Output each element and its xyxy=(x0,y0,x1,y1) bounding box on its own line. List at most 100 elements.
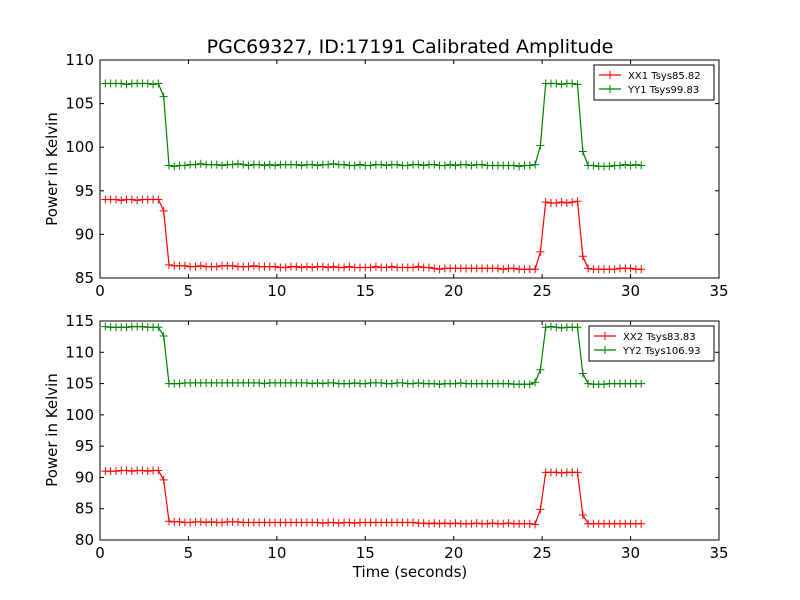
top-series-1-point xyxy=(329,262,338,271)
top-series-2-point xyxy=(621,160,630,169)
top-series-1-point xyxy=(557,198,566,207)
bottom-series-2-point xyxy=(159,332,168,341)
bottom-ytick-label: 115 xyxy=(65,312,94,330)
top-series-1-point xyxy=(499,265,508,274)
top-series-2-point xyxy=(117,79,126,88)
top-series-1-point xyxy=(212,262,221,271)
bottom-plot-frame xyxy=(99,320,720,541)
top-series-2-point xyxy=(244,161,253,170)
bottom-series-2-point xyxy=(302,378,311,387)
bottom-series-1-point xyxy=(196,517,205,526)
top-series-2-point xyxy=(615,161,624,170)
top-series-1-point xyxy=(409,263,418,272)
top-series-markers xyxy=(101,79,646,274)
bottom-series-1-point xyxy=(345,518,354,527)
top-series-1-point xyxy=(552,199,561,208)
top-series-1-point xyxy=(541,198,550,207)
top-ytick-label: 90 xyxy=(75,225,94,243)
bottom-series-1-point xyxy=(525,519,534,528)
bottom-legend: XX2 Tsys83.83 YY2 Tsys106.93 xyxy=(588,325,715,362)
top-series-2-point xyxy=(350,161,359,170)
bottom-series-1-point xyxy=(202,518,211,527)
top-series-1-point xyxy=(154,195,163,204)
bottom-series-1-point xyxy=(531,520,540,529)
bottom-xtick-label: 5 xyxy=(184,544,194,562)
bottom-ytick-label: 85 xyxy=(75,500,94,518)
top-series-2-point xyxy=(557,80,566,89)
bottom-series-2-point xyxy=(525,380,534,389)
bottom-xtick-label: 30 xyxy=(621,544,640,562)
top-series-1-point xyxy=(180,261,189,270)
bottom-series-2-point xyxy=(600,380,609,389)
top-series-2-point xyxy=(531,160,540,169)
top-series-2-point xyxy=(255,160,264,169)
top-ytick-label: 105 xyxy=(65,95,94,113)
bottom-xtick-label: 20 xyxy=(444,544,463,562)
bottom-series-1-point xyxy=(138,466,147,475)
bottom-series-2-point xyxy=(456,378,465,387)
bottom-xtick-label: 35 xyxy=(709,544,728,562)
bottom-series-1-point xyxy=(175,517,184,526)
bottom-series-1-point xyxy=(430,519,439,528)
top-series-1-point xyxy=(435,265,444,274)
bottom-xtick-label: 25 xyxy=(533,544,552,562)
top-legend-label-2: YY1 Tsys99.83 xyxy=(627,85,699,96)
bottom-series-2-point xyxy=(255,378,264,387)
bottom-series-1-point xyxy=(488,519,497,528)
bottom-series-2-point xyxy=(138,322,147,331)
top-xtick-label: 10 xyxy=(267,282,286,300)
bottom-legend-label-2: YY2 Tsys106.93 xyxy=(622,346,701,357)
top-series-1-point xyxy=(536,247,545,256)
top-series-2-point xyxy=(637,161,646,170)
top-series-2-point xyxy=(446,160,455,169)
bottom-series-1-point xyxy=(164,517,173,526)
bottom-series-2-point xyxy=(541,323,550,332)
top-series-1-point xyxy=(637,265,646,274)
bottom-series-1-point xyxy=(207,517,216,526)
bottom-series-2-point xyxy=(552,323,561,332)
top-series-2-point xyxy=(430,160,439,169)
top-series-1-point xyxy=(578,252,587,261)
top-series-1-point xyxy=(430,264,439,273)
bottom-series-1-point xyxy=(578,510,587,519)
top-series-1-point xyxy=(584,264,593,273)
bottom-ytick-label: 105 xyxy=(65,375,94,393)
top-series-2-point xyxy=(212,160,221,169)
bottom-series-1-point xyxy=(419,519,428,528)
bottom-series-1-point xyxy=(446,519,455,528)
top-series-2-point xyxy=(292,160,301,169)
bottom-series-1-point xyxy=(154,466,163,475)
bottom-ytick-label: 95 xyxy=(75,437,94,455)
top-series-2-point xyxy=(403,161,412,170)
bottom-series-1-point xyxy=(552,468,561,477)
top-series-2-point xyxy=(355,160,364,169)
top-series-2-point xyxy=(478,160,487,169)
top-xtick-label: 20 xyxy=(444,282,463,300)
top-series-1-point xyxy=(111,195,120,204)
bottom-series-2-point xyxy=(398,378,407,387)
top-series-1-point xyxy=(424,263,433,272)
bottom-series-1-point xyxy=(350,519,359,528)
bottom-xtick-label: 0 xyxy=(95,544,105,562)
top-series-1-point xyxy=(133,196,142,205)
top-series-1-point xyxy=(366,263,375,272)
top-series-2-point xyxy=(233,159,242,168)
top-series-2-point xyxy=(568,79,577,88)
top-series-2-point xyxy=(122,80,131,89)
bottom-series-2-point xyxy=(101,322,110,331)
top-series-2-point xyxy=(509,161,518,170)
bottom-series-2-point xyxy=(175,379,184,388)
bottom-series-markers xyxy=(101,322,646,529)
top-plot-frame xyxy=(99,59,720,279)
bottom-series-2-point xyxy=(361,379,370,388)
top-series-2-point xyxy=(440,161,449,170)
top-series-2-point xyxy=(626,161,635,170)
top-xtick-label: 5 xyxy=(184,282,194,300)
top-series-1-point xyxy=(387,262,396,271)
bottom-ytick-label: 100 xyxy=(65,406,94,424)
top-series-2-point xyxy=(536,141,545,150)
bottom-series-1-point xyxy=(122,466,131,475)
top-series-1-point xyxy=(382,263,391,272)
bottom-series-1-point xyxy=(504,519,513,528)
